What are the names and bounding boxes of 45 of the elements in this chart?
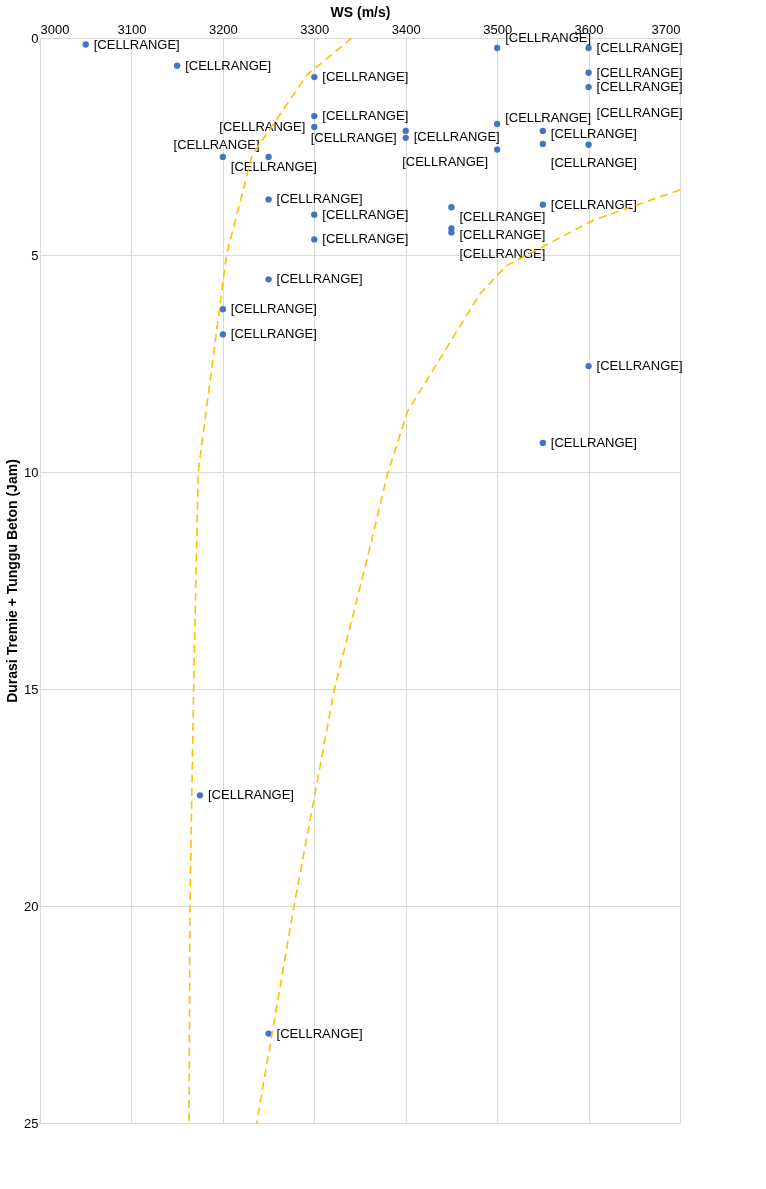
data-label: [CELLRANGE] [596,64,683,80]
data-label: [CELLRANGE] [550,125,637,141]
data-label: [CELLRANGE] [173,136,260,152]
y-tick-label: 25 [24,1115,39,1131]
data-label: [CELLRANGE] [550,434,637,450]
data-label: [CELLRANGE] [322,231,409,247]
data-label: [CELLRANGE] [459,226,546,242]
x-axis-title: WS (m/s) [330,3,391,20]
data-label: [CELLRANGE] [550,196,637,212]
data-label: [CELLRANGE] [208,787,294,803]
x-tick-label: 3300 [300,21,330,37]
data-label: [CELLRANGE] [596,79,683,95]
data-label: [CELLRANGE] [596,358,683,374]
x-tick-label: 3100 [117,21,147,37]
data-label: [CELLRANGE] [185,57,272,73]
y-tick-label: 5 [31,247,39,263]
data-label: [CELLRANGE] [230,158,317,174]
data-label: [CELLRANGE] [322,206,409,222]
x-tick-label: 3000 [40,21,70,37]
data-label: [CELLRANGE] [550,154,637,170]
data-label: [CELLRANGE] [505,109,592,125]
y-tick-label: 20 [24,898,39,914]
data-label: [CELLRANGE] [276,191,363,207]
y-tick-label: 10 [24,464,39,480]
data-label: [CELLRANGE] [322,69,409,85]
data-label: [CELLRANGE] [276,271,363,287]
x-tick-label: 3700 [651,21,681,37]
x-tick-label: 3200 [208,21,238,37]
data-label: [CELLRANGE] [93,36,180,52]
data-label: [CELLRANGE] [230,301,317,317]
y-tick-label: 15 [24,681,39,697]
data-label: [CELLRANGE] [310,129,397,145]
data-label: [CELLRANGE] [230,326,317,342]
data-label: [CELLRANGE] [596,104,683,120]
data-label: [CELLRANGE] [276,1025,363,1041]
data-label: [CELLRANGE] [322,108,409,124]
data-label: [CELLRANGE] [459,246,546,262]
data-label: [CELLRANGE] [459,209,546,225]
data-label: [CELLRANGE] [402,153,489,169]
data-label: [CELLRANGE] [596,39,683,55]
y-axis-title: Durasi Tremie + Tunggu Beton (Jam) [4,459,21,703]
data-label: [CELLRANGE] [413,128,500,144]
x-tick-label: 3400 [391,21,421,37]
y-tick-label: 0 [31,30,39,46]
data-label: [CELLRANGE] [219,118,306,134]
